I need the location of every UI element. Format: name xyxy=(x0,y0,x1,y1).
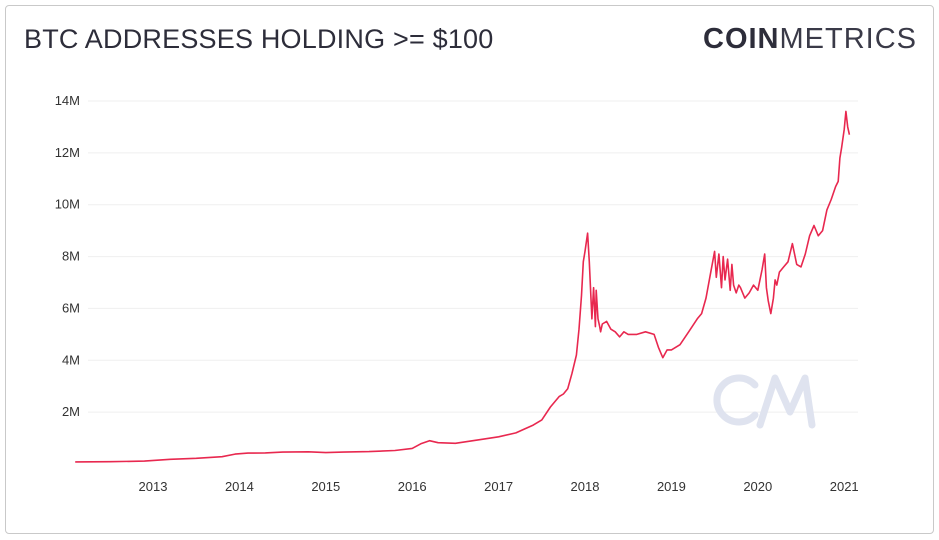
chart-title: BTC ADDRESSES HOLDING >= $100 xyxy=(24,24,494,54)
cm-watermark xyxy=(713,374,816,429)
y-tick-label: 12M xyxy=(55,145,80,160)
y-tick-label: 10M xyxy=(55,197,80,212)
logo-word-metrics: METRICS xyxy=(779,23,917,55)
x-tick-label: 2015 xyxy=(311,479,340,494)
x-axis-ticks: 2013 2014 2015 2016 2017 2018 2019 2020 2021 xyxy=(139,479,859,494)
x-tick-label: 2017 xyxy=(484,479,513,494)
x-tick-label: 2016 xyxy=(398,479,427,494)
x-tick-label: 2021 xyxy=(830,479,859,494)
y-tick-label: 2M xyxy=(62,404,80,419)
y-tick-label: 6M xyxy=(62,300,80,315)
logo-word-coin: COIN xyxy=(703,23,780,55)
x-tick-label: 2018 xyxy=(571,479,600,494)
coinmetrics-logo: COINMETRICS xyxy=(703,23,917,56)
y-tick-label: 14M xyxy=(55,93,80,108)
series-group xyxy=(75,110,851,463)
gridlines xyxy=(88,100,858,413)
x-tick-label: 2019 xyxy=(657,479,686,494)
y-tick-label: 8M xyxy=(62,249,80,264)
x-tick-label: 2013 xyxy=(139,479,168,494)
x-tick-label: 2020 xyxy=(743,479,772,494)
x-tick-label: 2014 xyxy=(225,479,254,494)
y-tick-label: 4M xyxy=(62,352,80,367)
y-axis-ticks: 2M 4M 6M 8M 10M 12M 14M xyxy=(55,93,80,419)
series-line-0 xyxy=(75,110,851,463)
chart-frame xyxy=(5,5,934,534)
